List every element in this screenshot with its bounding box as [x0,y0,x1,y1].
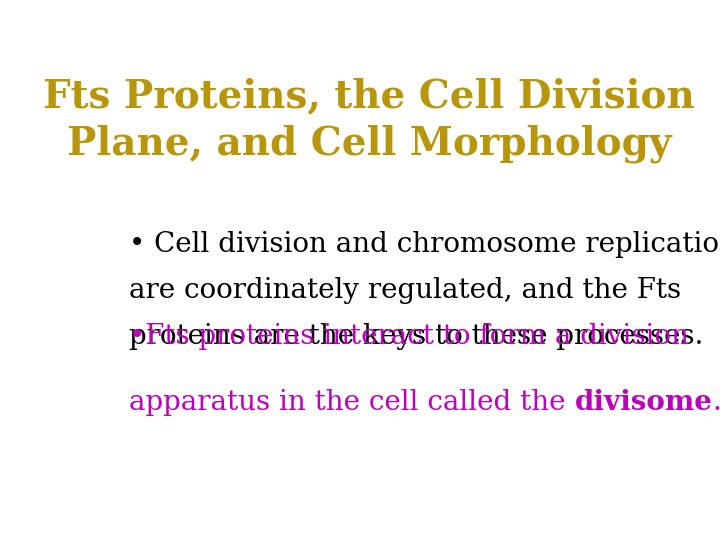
Text: proteins are the keys to these processes.: proteins are the keys to these processes… [129,322,703,349]
Text: apparatus in the cell called the: apparatus in the cell called the [129,389,575,416]
Text: •Fts proteins interact to form a division: •Fts proteins interact to form a divisio… [129,322,689,349]
Text: • Cell division and chromosome replication: • Cell division and chromosome replicati… [129,231,720,258]
Text: Fts Proteins, the Cell Division
Plane, and Cell Morphology: Fts Proteins, the Cell Division Plane, a… [43,77,695,163]
Text: divisome: divisome [575,389,712,416]
Text: .: . [712,389,720,416]
Text: are coordinately regulated, and the Fts: are coordinately regulated, and the Fts [129,277,681,304]
